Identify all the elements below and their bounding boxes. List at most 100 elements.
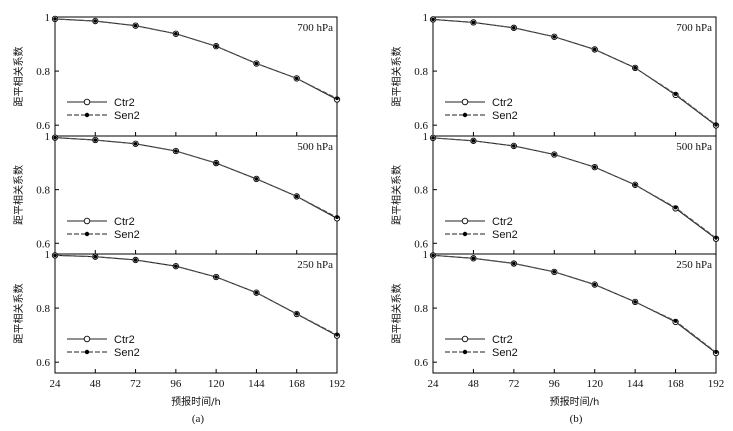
panel-caption: (b) [570, 413, 583, 425]
x-axis-title: 预报时间/h [550, 395, 600, 408]
point-sen2 [133, 141, 138, 146]
pressure-level-label: 500 hPa [297, 141, 333, 153]
y-tick-label: 1 [423, 249, 429, 261]
y-tick-label: 1 [45, 131, 51, 143]
legend-marker-ctr2 [83, 335, 91, 343]
y-tick-label: 0.6 [36, 120, 50, 132]
point-sen2 [592, 47, 597, 52]
x-tick-label: 120 [586, 378, 603, 390]
pressure-level-label: 250 hPa [676, 259, 712, 271]
pressure-level-label: 700 hPa [297, 22, 333, 34]
y-tick-label: 0.8 [414, 185, 428, 197]
legend-label-sen2: Sen2 [492, 229, 518, 241]
plot-frame [432, 135, 717, 255]
series-line-ctr2 [432, 18, 717, 126]
point-sen2 [254, 177, 259, 181]
legend-marker-ctr2 [461, 98, 469, 106]
series-line-ctr2 [54, 254, 338, 337]
point-sen2 [673, 92, 678, 96]
series-line-ctr2 [54, 18, 338, 100]
point-sen2 [431, 253, 435, 258]
point-sen2 [592, 282, 597, 287]
point-sen2 [294, 76, 299, 81]
point-sen2 [512, 261, 516, 266]
x-tick-label: 192 [329, 378, 346, 390]
x-tick-label: 168 [667, 378, 684, 390]
legend-marker-sen2 [84, 349, 90, 355]
x-tick-label: 24 [50, 378, 62, 390]
point-sen2 [673, 205, 678, 210]
legend-label-ctr2: Ctr2 [492, 334, 513, 346]
legend-marker-sen2 [462, 231, 468, 237]
legend-marker-sen2 [462, 112, 468, 118]
point-sen2 [335, 333, 339, 337]
y-tick-label: 0.6 [414, 357, 428, 369]
point-sen2 [174, 31, 178, 36]
series-line-ctr2 [54, 137, 338, 219]
x-tick-label: 168 [288, 378, 305, 390]
y-axis-title: 距平相关系数 [12, 284, 25, 344]
y-axis-title: 距平相关系数 [12, 47, 25, 107]
point-sen2 [335, 215, 339, 220]
pressure-level-label: 700 hPa [676, 22, 712, 34]
y-tick-label: 0.8 [36, 185, 50, 197]
plot-frame [432, 16, 717, 137]
point-sen2 [471, 139, 476, 143]
y-tick-label: 1 [45, 12, 51, 24]
point-sen2 [633, 300, 637, 304]
x-tick-label: 72 [508, 378, 519, 390]
point-sen2 [512, 144, 516, 148]
legend-label-sen2: Sen2 [114, 229, 140, 241]
point-sen2 [633, 183, 637, 187]
point-sen2 [552, 152, 557, 157]
pressure-level-label: 500 hPa [676, 141, 712, 153]
plot-frame [54, 253, 338, 374]
y-tick-label: 0.8 [414, 66, 428, 78]
point-sen2 [471, 20, 476, 25]
y-tick-label: 0.6 [414, 238, 428, 250]
point-sen2 [53, 17, 57, 21]
point-sen2 [214, 275, 218, 279]
legend-label-ctr2: Ctr2 [492, 216, 513, 228]
point-sen2 [174, 149, 178, 153]
series-line-ctr2 [432, 254, 717, 354]
y-tick-label: 1 [423, 12, 429, 24]
series-line-sen2 [54, 137, 338, 218]
point-sen2 [512, 26, 516, 30]
legend-label-sen2: Sen2 [114, 347, 140, 359]
series-line-sen2 [432, 18, 717, 126]
legend-marker-sen2 [84, 112, 90, 118]
y-axis-title: 距平相关系数 [390, 47, 403, 107]
point-sen2 [214, 161, 218, 165]
point-sen2 [431, 136, 435, 140]
x-tick-label: 24 [428, 378, 440, 390]
x-tick-label: 72 [130, 378, 141, 390]
point-sen2 [214, 44, 218, 49]
y-tick-label: 0.8 [36, 303, 50, 315]
x-tick-label: 48 [468, 378, 480, 390]
series-line-sen2 [432, 137, 717, 239]
point-sen2 [133, 258, 138, 262]
point-sen2 [552, 270, 557, 274]
legend-marker-ctr2 [83, 217, 91, 225]
y-tick-label: 0.6 [414, 120, 428, 132]
legend-label-ctr2: Ctr2 [114, 216, 135, 228]
point-sen2 [294, 311, 299, 316]
point-sen2 [552, 34, 557, 39]
legend-marker-sen2 [84, 231, 90, 237]
legend-label-sen2: Sen2 [114, 110, 140, 122]
series-line-sen2 [54, 18, 338, 99]
y-tick-label: 0.8 [414, 303, 428, 315]
series-line-ctr2 [432, 137, 717, 240]
series-line-sen2 [54, 254, 338, 336]
